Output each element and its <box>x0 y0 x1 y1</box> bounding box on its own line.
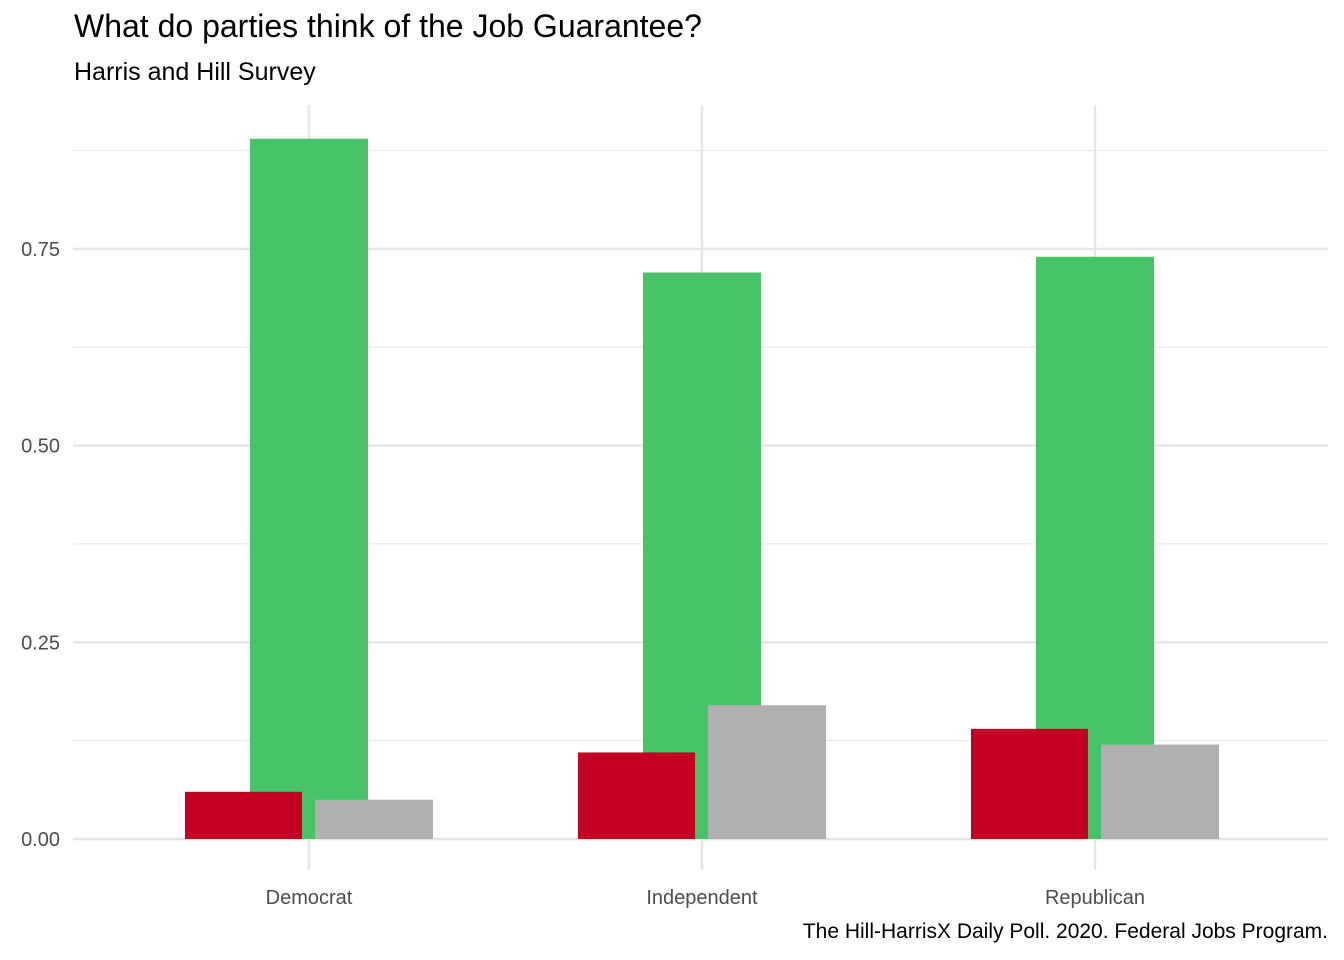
bar-democrat-series-2 <box>185 791 302 839</box>
bar-democrat-series-3 <box>315 799 433 839</box>
x-tick-label: Democrat <box>266 887 353 909</box>
x-tick-label: Independent <box>646 887 758 909</box>
x-tick-label: Republican <box>1045 887 1145 909</box>
y-tick-label: 0.00 <box>21 829 60 851</box>
bars <box>185 138 1219 840</box>
chart-subtitle: Harris and Hill Survey <box>74 58 316 86</box>
y-tick-label: 0.50 <box>21 436 60 458</box>
bar-republican-series-3 <box>1101 744 1219 839</box>
y-axis-tick-labels: 0.00 0.25 0.50 0.75 <box>21 239 60 851</box>
bar-republican-series-2 <box>971 728 1088 839</box>
chart-title: What do parties think of the Job Guarant… <box>74 8 702 44</box>
y-tick-label: 0.75 <box>21 239 60 261</box>
x-axis-tick-labels: Democrat Independent Republican <box>266 887 1145 909</box>
y-tick-label: 0.25 <box>21 632 60 654</box>
bar-independent-series-3 <box>708 705 826 839</box>
bar-democrat-series-1 <box>250 138 368 840</box>
chart-caption: The Hill-HarrisX Daily Poll. 2020. Feder… <box>802 920 1328 943</box>
bar-independent-series-2 <box>578 752 695 839</box>
